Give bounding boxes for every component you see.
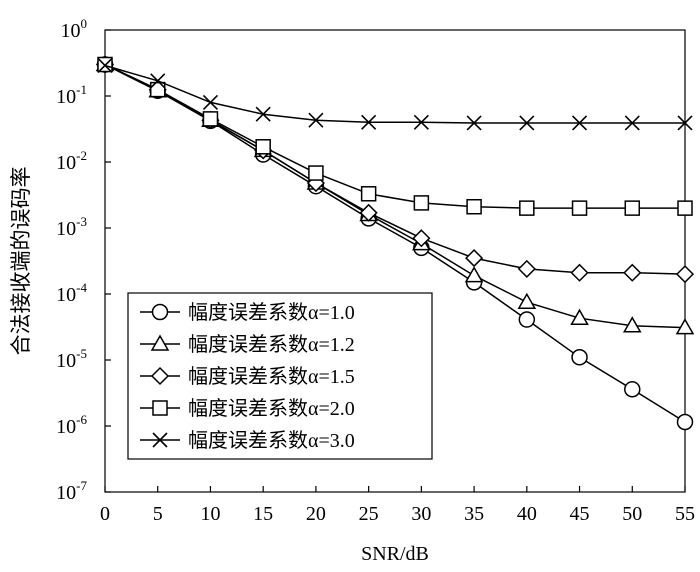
data-point-square — [466, 198, 482, 215]
y-tick-label: 10-1 — [56, 82, 87, 108]
data-point-cross — [361, 114, 377, 130]
data-point-square — [360, 186, 377, 202]
data-point-square — [571, 200, 588, 216]
data-point-triangle — [622, 316, 642, 333]
series-diamond — [95, 55, 695, 284]
data-point-diamond — [623, 263, 642, 282]
legend-label: 幅度误差系数α=1.2 — [188, 333, 355, 356]
data-point-triangle — [570, 308, 589, 325]
series-line — [104, 63, 686, 275]
data-point-cross — [624, 115, 640, 131]
data-point-square — [308, 165, 324, 181]
data-point-cross — [571, 115, 588, 131]
legend-marker-circle — [151, 303, 169, 321]
legend-label: 幅度误差系数α=1.0 — [188, 301, 355, 324]
data-point-diamond — [465, 249, 484, 268]
data-point-triangle — [675, 318, 695, 335]
data-point-cross — [466, 115, 482, 131]
legend-marker-diamond — [150, 366, 170, 386]
data-point-diamond — [675, 265, 695, 284]
series-line — [104, 64, 685, 124]
data-point-cross — [677, 115, 693, 131]
data-point-square — [413, 195, 430, 211]
legend-marker-triangle — [150, 334, 170, 351]
data-point-square — [677, 200, 693, 216]
x-tick-label: 25 — [359, 503, 379, 525]
series-cross — [97, 57, 693, 131]
y-tick-label: 10-6 — [56, 412, 87, 438]
data-point-triangle — [517, 292, 537, 309]
data-point-square — [149, 81, 166, 98]
data-point-circle — [518, 311, 536, 328]
y-tick-label: 100 — [61, 16, 88, 42]
data-point-circle — [571, 349, 588, 366]
legend-marker-square — [152, 400, 168, 416]
x-axis-label: SNR/dB — [361, 543, 429, 565]
series-triangle — [95, 54, 695, 335]
data-point-cross — [413, 114, 429, 130]
x-tick-label: 50 — [622, 503, 642, 525]
data-point-diamond — [359, 203, 378, 222]
x-tick-label: 15 — [253, 503, 273, 525]
data-point-square — [255, 139, 271, 155]
data-point-cross — [97, 57, 113, 74]
y-tick-label: 10-4 — [56, 280, 87, 306]
x-tick-label: 0 — [100, 503, 110, 525]
data-point-cross — [519, 115, 535, 131]
data-point-cross — [308, 112, 324, 128]
plot-area-border — [104, 29, 686, 493]
x-tick-label: 35 — [464, 503, 484, 525]
x-tick-label: 10 — [200, 503, 220, 525]
legend-marker-cross — [152, 432, 168, 448]
x-tick-label: 20 — [306, 503, 326, 525]
data-point-cross — [255, 106, 271, 122]
data-point-circle — [676, 413, 694, 431]
x-tick-label: 55 — [675, 503, 695, 525]
y-tick-label: 10-3 — [56, 214, 87, 240]
y-tick-label: 10-5 — [56, 346, 87, 372]
data-point-cross — [202, 94, 219, 110]
series-line — [104, 63, 685, 209]
data-point-triangle — [464, 266, 484, 283]
data-point-diamond — [412, 229, 431, 248]
series-line — [104, 63, 686, 329]
x-tick-label: 40 — [517, 503, 537, 525]
x-tick-label: 5 — [153, 503, 163, 525]
legend: 幅度误差系数α=1.0 幅度误差系数α=1.2 幅度误差系数α=1.5 幅度误差系数α… — [127, 292, 433, 460]
y-tick-label: 10-7 — [56, 478, 87, 504]
data-point-circle — [624, 381, 641, 398]
y-tick-label: 10-2 — [56, 148, 87, 174]
data-point-diamond — [570, 263, 589, 282]
series-layer — [95, 54, 695, 431]
data-point-cross — [150, 73, 166, 89]
y-axis-label: 合法接收端的误码率 — [9, 167, 33, 356]
legend-label: 幅度误差系数α=1.5 — [188, 365, 355, 388]
x-tick-label: 45 — [570, 503, 590, 525]
legend-label: 幅度误差系数α=2.0 — [188, 397, 355, 420]
series-square — [97, 56, 693, 216]
data-point-diamond — [517, 259, 536, 278]
data-point-square — [519, 200, 535, 216]
data-point-square — [624, 200, 641, 216]
data-point-square — [202, 111, 219, 127]
legend-label: 幅度误差系数α=3.0 — [188, 429, 355, 452]
x-tick-label: 30 — [411, 503, 431, 525]
